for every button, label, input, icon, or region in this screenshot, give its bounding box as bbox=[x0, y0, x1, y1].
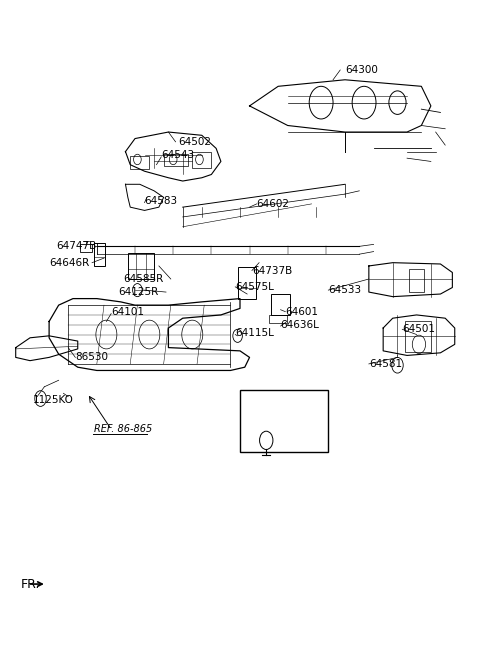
Bar bbox=[409, 269, 424, 292]
Text: 64125R: 64125R bbox=[118, 287, 158, 297]
Text: 1338AC: 1338AC bbox=[257, 411, 298, 421]
Bar bbox=[405, 321, 431, 352]
Text: 64502: 64502 bbox=[178, 137, 211, 147]
Bar bbox=[80, 244, 92, 251]
Bar bbox=[271, 294, 290, 315]
Text: 64543: 64543 bbox=[161, 150, 194, 160]
Bar bbox=[240, 390, 328, 452]
Text: 64601: 64601 bbox=[285, 306, 318, 317]
Text: 64581: 64581 bbox=[369, 359, 402, 369]
Text: 64747B: 64747B bbox=[56, 241, 96, 251]
Text: 64300: 64300 bbox=[345, 65, 378, 75]
Text: 1125KO: 1125KO bbox=[33, 395, 73, 405]
Bar bbox=[192, 152, 211, 168]
Text: 64636L: 64636L bbox=[281, 319, 319, 330]
Text: 64602: 64602 bbox=[257, 199, 290, 209]
Text: 64575L: 64575L bbox=[235, 282, 274, 292]
Text: REF. 86-865: REF. 86-865 bbox=[95, 424, 153, 434]
Bar bbox=[238, 267, 256, 298]
Text: 64646R: 64646R bbox=[49, 258, 89, 268]
Text: 64501: 64501 bbox=[402, 324, 435, 335]
Text: 64115L: 64115L bbox=[235, 327, 274, 338]
Text: 64533: 64533 bbox=[328, 285, 361, 295]
Bar bbox=[269, 315, 287, 323]
Text: 64101: 64101 bbox=[111, 306, 144, 317]
Bar bbox=[164, 154, 188, 166]
Bar bbox=[95, 243, 105, 266]
Text: 64585R: 64585R bbox=[123, 274, 163, 284]
Text: 64583: 64583 bbox=[144, 195, 178, 205]
Text: 86530: 86530 bbox=[75, 352, 108, 362]
Text: 1327AC: 1327AC bbox=[257, 422, 298, 432]
Bar bbox=[130, 156, 149, 169]
Bar bbox=[128, 253, 154, 279]
Text: FR.: FR. bbox=[21, 577, 40, 590]
Text: 64737B: 64737B bbox=[252, 266, 292, 276]
